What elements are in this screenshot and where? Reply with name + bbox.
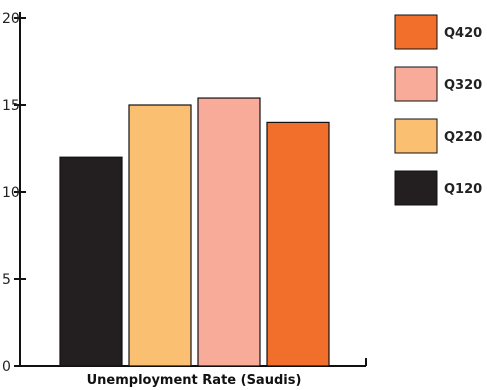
legend-swatch-q420 — [394, 14, 438, 50]
bar-q420 — [266, 121, 330, 367]
legend-swatch-q320 — [394, 66, 438, 102]
legend-label-q320: Q320 — [444, 78, 482, 93]
y-tick-label: 5 — [2, 272, 11, 288]
bar-q120 — [59, 156, 123, 367]
y-tick-label: 10 — [2, 185, 20, 201]
y-tick-label: 0 — [2, 359, 11, 375]
y-tick-label: 20 — [2, 11, 20, 27]
bars — [59, 97, 330, 367]
legend-label-q120: Q120 — [444, 182, 482, 197]
legend-label-q420: Q420 — [444, 26, 482, 41]
bar-q220 — [128, 104, 192, 367]
y-axis-ticks: 0 5 10 15 20 — [2, 11, 26, 375]
legend: Q420 Q320 Q220 Q120 — [394, 14, 482, 206]
y-tick-label: 15 — [2, 98, 20, 114]
legend-swatch-q220 — [394, 118, 438, 154]
x-axis-label: Unemployment Rate (Saudis) — [87, 373, 302, 388]
legend-swatch-q120 — [394, 170, 438, 206]
bar-q320 — [197, 97, 261, 367]
legend-label-q220: Q220 — [444, 130, 482, 145]
